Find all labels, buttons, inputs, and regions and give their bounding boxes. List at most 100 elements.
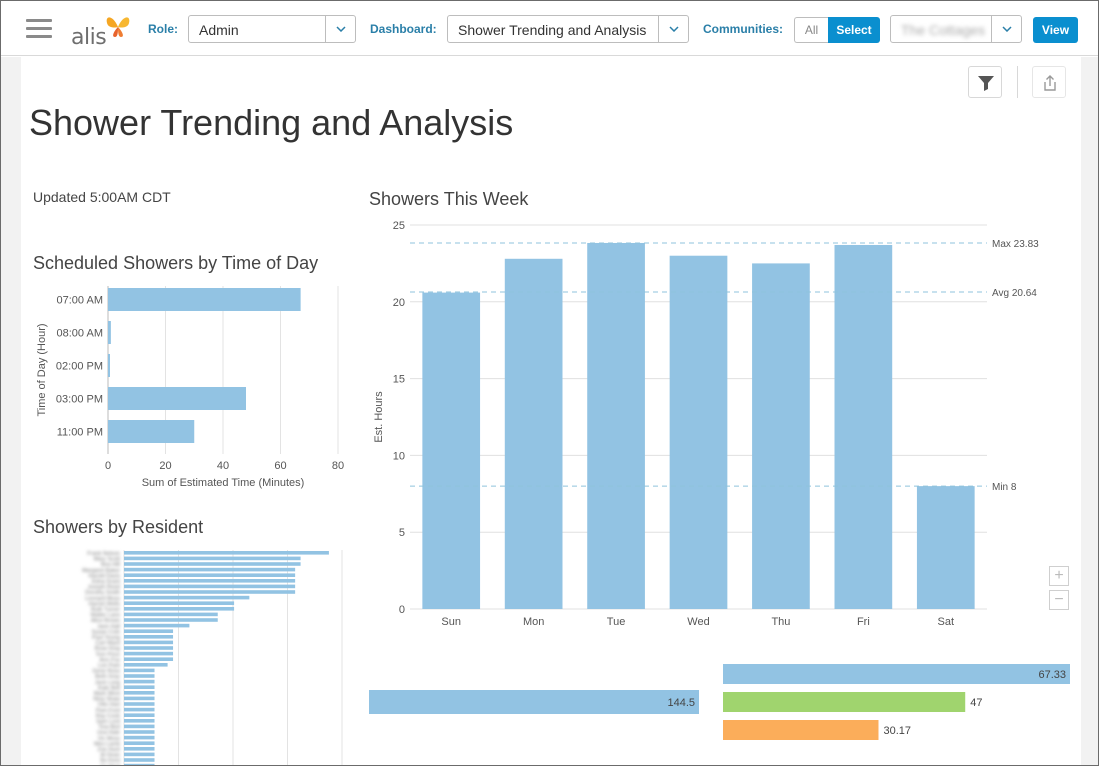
filter-button[interactable] bbox=[968, 66, 1002, 98]
bar bbox=[124, 651, 174, 656]
bar bbox=[124, 758, 155, 762]
x-tick-label: Tue bbox=[607, 616, 626, 628]
bar bbox=[124, 556, 301, 561]
y-tick-label: Tom Price bbox=[96, 652, 120, 658]
y-tick-label: Margaret Baker bbox=[82, 568, 120, 574]
chevron-down-icon[interactable] bbox=[658, 16, 688, 42]
x-tick-label: Fri bbox=[857, 616, 870, 628]
zoom-in-button[interactable]: + bbox=[1049, 566, 1069, 586]
view-button[interactable]: View bbox=[1033, 17, 1078, 43]
y-tick-label: 02:00 PM bbox=[56, 361, 103, 373]
menu-icon[interactable] bbox=[26, 19, 52, 39]
bar bbox=[422, 292, 481, 609]
y-tick-label: 07:00 AM bbox=[57, 295, 103, 307]
zoom-out-button[interactable]: − bbox=[1049, 590, 1069, 610]
share-icon bbox=[1044, 75, 1056, 91]
resident-chart-title: Showers by Resident bbox=[33, 517, 204, 537]
bar bbox=[124, 551, 329, 555]
y-tick-label: 20 bbox=[393, 297, 405, 309]
y-tick-label: Alice Brown bbox=[91, 618, 120, 624]
bar bbox=[124, 584, 296, 589]
y-tick-label: Frank Nelson bbox=[87, 551, 120, 557]
bar bbox=[834, 244, 893, 609]
y-tick-label: Harriet Wells bbox=[89, 601, 121, 607]
bar bbox=[124, 595, 250, 600]
bar bbox=[124, 741, 155, 745]
dashboard-select[interactable]: Shower Trending and Analysis bbox=[447, 15, 689, 43]
y-tick-label: Jack Long bbox=[95, 680, 120, 686]
y-tick-label: Leonard Moss bbox=[85, 596, 120, 602]
bar bbox=[108, 354, 110, 377]
bar bbox=[124, 590, 296, 594]
reference-line-label: Min 8 bbox=[992, 482, 1017, 493]
bar bbox=[124, 635, 174, 639]
y-tick-label: Paul Young bbox=[92, 635, 120, 641]
y-tick-label: Dorothy Smith bbox=[85, 590, 120, 596]
x-tick-label: Wed bbox=[687, 616, 709, 628]
bar bbox=[124, 752, 155, 757]
alis-logo: alis bbox=[71, 13, 135, 50]
data-label: 47 bbox=[970, 697, 982, 709]
share-button[interactable] bbox=[1032, 66, 1066, 98]
bar bbox=[723, 692, 966, 712]
y-tick-label: Gene Ross bbox=[92, 669, 120, 675]
bar bbox=[124, 707, 155, 712]
x-tick-label: 0 bbox=[105, 460, 111, 472]
bar bbox=[752, 263, 810, 609]
toolbar-divider bbox=[1017, 66, 1018, 98]
y-tick-label: Pam Ford bbox=[96, 708, 120, 714]
bar bbox=[124, 735, 155, 740]
y-axis-label: Est. Hours bbox=[373, 391, 385, 443]
community-select[interactable]: The Cottages bbox=[890, 15, 1022, 43]
bar bbox=[124, 668, 155, 673]
y-tick-label: 08:00 AM bbox=[57, 328, 103, 340]
updated-timestamp: Updated 5:00AM CDT bbox=[33, 189, 171, 205]
y-tick-label: Rose King bbox=[95, 646, 120, 652]
left-gutter bbox=[1, 57, 21, 765]
week-chart-title: Showers This Week bbox=[369, 189, 529, 209]
y-tick-label: Cy Neal bbox=[100, 764, 120, 765]
bar bbox=[916, 486, 975, 609]
x-tick-label: 60 bbox=[274, 460, 286, 472]
bar bbox=[108, 387, 246, 410]
y-tick-label: Lee Park bbox=[98, 663, 120, 669]
x-axis-label: Sum of Estimated Time (Minutes) bbox=[142, 477, 305, 489]
chevron-down-icon[interactable] bbox=[991, 16, 1021, 42]
bar bbox=[124, 629, 174, 633]
role-select[interactable]: Admin bbox=[188, 15, 356, 43]
y-tick-label: Mark West bbox=[94, 691, 121, 697]
y-tick-label: 03:00 PM bbox=[56, 394, 103, 406]
y-tick-label: Carl Ward bbox=[95, 641, 120, 647]
split-chart: 67.33 47 30.17 bbox=[723, 664, 1070, 740]
y-tick-label: Joseph Reed bbox=[88, 585, 120, 591]
bar bbox=[124, 724, 155, 729]
page-title: Shower Trending and Analysis bbox=[29, 102, 514, 143]
filter-icon bbox=[978, 76, 994, 91]
y-tick-label: Harold Davis bbox=[89, 573, 121, 579]
bar bbox=[124, 567, 296, 572]
communities-select-button[interactable]: Select bbox=[828, 17, 880, 43]
bar bbox=[124, 679, 155, 684]
time-of-day-chart-title: Scheduled Showers by Time of Day bbox=[33, 253, 319, 273]
reference-line-label: Max 23.83 bbox=[992, 239, 1039, 250]
bar bbox=[124, 646, 174, 650]
bar bbox=[124, 691, 155, 695]
total-chart: 144.5 bbox=[369, 690, 699, 714]
logo-text: alis bbox=[71, 25, 107, 50]
bar bbox=[369, 690, 699, 714]
communities-all-button[interactable]: All bbox=[794, 17, 828, 43]
bar bbox=[124, 663, 168, 667]
reference-line-label: Avg 20.64 bbox=[992, 288, 1037, 299]
bar bbox=[108, 288, 301, 311]
y-tick-label: Jane Hall bbox=[97, 624, 120, 630]
y-tick-label: Beth Gray bbox=[95, 674, 120, 680]
top-bar: alis Role: Admin Dashboard: Shower Trend… bbox=[1, 1, 1098, 56]
bar bbox=[124, 607, 235, 611]
data-label: 67.33 bbox=[1038, 669, 1066, 681]
bar bbox=[124, 562, 301, 566]
bar bbox=[108, 420, 195, 443]
y-tick-label: 5 bbox=[399, 527, 405, 539]
chevron-down-icon[interactable] bbox=[325, 16, 355, 42]
week-chart: 0 5 10 15 20 25 Sun Mon Tue Wed Thu Fri Sat Max 23.83… bbox=[373, 220, 1039, 628]
